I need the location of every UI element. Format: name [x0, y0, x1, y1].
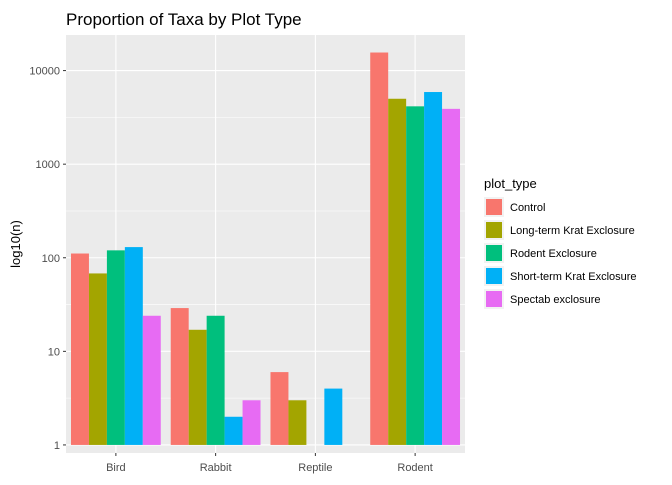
bar-rodent-spectab-exclosure	[442, 108, 461, 445]
bar-rodent-control	[370, 52, 389, 445]
y-tick-label: 10000	[29, 66, 60, 78]
bar-rabbit-long-term-krat-exclosure	[188, 329, 207, 445]
bar-bird-control	[70, 253, 89, 445]
bar-rodent-short-term-krat-exclosure	[424, 92, 443, 445]
y-axis-title: log10(n)	[8, 220, 23, 268]
bar-rabbit-spectab-exclosure	[242, 400, 261, 445]
bar-rabbit-rodent-exclosure	[206, 315, 225, 445]
legend-key-swatch	[486, 222, 502, 238]
legend-key-swatch	[486, 245, 502, 261]
bar-bird-long-term-krat-exclosure	[88, 273, 107, 445]
bar-bird-rodent-exclosure	[106, 250, 125, 445]
bar-reptile-short-term-krat-exclosure	[324, 388, 343, 445]
y-axis: 1 10 100 1000 10000	[29, 66, 66, 452]
bar-rodent-long-term-krat-exclosure	[388, 98, 407, 445]
x-tick-label: Reptile	[298, 462, 332, 474]
x-axis: Bird Rabbit Reptile Rodent	[106, 453, 433, 474]
legend: plot_type Control Long-term Krat Exclosur…	[484, 176, 637, 309]
x-tick-label: Bird	[106, 462, 126, 474]
legend-entry-label: Rodent Exclosure	[510, 248, 597, 260]
legend-title: plot_type	[484, 176, 537, 191]
y-tick-label: 10	[48, 346, 60, 358]
legend-key-swatch	[486, 268, 502, 284]
bar-bird-short-term-krat-exclosure	[124, 247, 143, 445]
x-tick-label: Rodent	[397, 462, 432, 474]
bar-rabbit-short-term-krat-exclosure	[224, 416, 243, 445]
bar-rodent-rodent-exclosure	[406, 106, 425, 445]
bar-rabbit-control	[170, 308, 189, 445]
bar-reptile-long-term-krat-exclosure	[288, 400, 307, 445]
legend-entry-label: Control	[510, 202, 545, 214]
y-tick-label: 1000	[36, 159, 60, 171]
y-tick-label: 1	[54, 440, 60, 452]
y-tick-label: 100	[42, 253, 60, 265]
x-tick-label: Rabbit	[200, 462, 232, 474]
legend-entry-label: Spectab exclosure	[510, 294, 601, 306]
legend-key-swatch	[486, 291, 502, 307]
legend-entry-label: Short-term Krat Exclosure	[510, 271, 637, 283]
legend-key-swatch	[486, 199, 502, 215]
chart-title: Proportion of Taxa by Plot Type	[66, 10, 302, 29]
legend-entry-label: Long-term Krat Exclosure	[510, 225, 635, 237]
bar-reptile-control	[270, 372, 289, 445]
bar-bird-spectab-exclosure	[142, 315, 161, 445]
bars	[70, 52, 461, 445]
